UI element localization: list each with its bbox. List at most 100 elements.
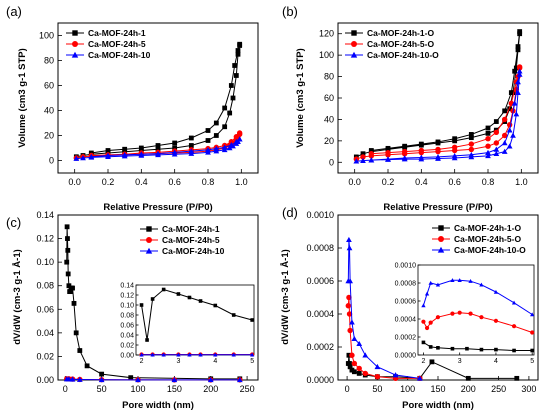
data-point	[233, 73, 239, 78]
data-point	[452, 136, 458, 142]
data-point	[493, 140, 500, 146]
x-tick-label: 0.0	[348, 177, 361, 187]
y-axis-label: Volume (cm3 g-1 STP)	[295, 48, 306, 148]
inset-frame	[135, 284, 255, 356]
legend-label: Ca-MOF-24h-10	[88, 50, 151, 60]
series-Ca-MOF-24h-1	[139, 287, 254, 342]
series-Ca-MOF-24h-5-O	[353, 64, 523, 162]
data-point	[421, 340, 426, 345]
data-point	[436, 346, 440, 350]
legend-marker	[146, 237, 152, 243]
data-point	[65, 247, 71, 253]
x-tick-labels: 0.0 0.2 0.4 0.6 0.8 1.0	[348, 177, 527, 187]
x-tick-label: 2	[140, 358, 144, 365]
data-point	[171, 377, 178, 383]
legend-label: Ca-MOF-24h-10-O	[454, 245, 526, 255]
y-tick-label: 0.04	[36, 328, 54, 338]
y-axis-label: dV/dW (cm-3 g-1 Å-1)	[12, 249, 23, 345]
data-point	[349, 319, 355, 325]
chart-panel-d: (d) 0 50 100 150 200 250 300 0.0000 0.00…	[280, 205, 539, 411]
data-point	[349, 352, 355, 358]
data-point	[516, 71, 523, 77]
data-point	[346, 352, 352, 358]
data-point	[501, 148, 508, 154]
data-point	[515, 44, 521, 49]
data-point	[187, 295, 192, 300]
y-tick-label: 0.0004	[395, 317, 417, 324]
data-point	[515, 47, 521, 53]
data-point	[451, 152, 458, 159]
data-point	[515, 89, 521, 95]
data-point	[457, 310, 462, 315]
series-Ca-MOF-24h-10	[73, 136, 243, 161]
y-tick-label: 0.10	[120, 303, 134, 310]
data-point	[66, 376, 72, 382]
x-tick-label: 250	[240, 384, 255, 394]
data-point	[485, 136, 491, 142]
x-tick-label: 200	[203, 384, 218, 394]
y-tick-label: 0	[49, 156, 54, 166]
chart-panel-c: (c) 0 50 100 150 200 250 0.00 0.02 0.04 …	[6, 210, 259, 411]
data-point	[221, 144, 228, 150]
x-tick-label: 0.8	[482, 177, 495, 187]
data-point	[418, 154, 425, 160]
data-point	[105, 152, 111, 158]
data-point	[161, 352, 166, 357]
y-tick-label: 80	[44, 56, 54, 66]
data-point	[205, 146, 211, 153]
x-axis-label: Relative Pressure (P/P0)	[103, 202, 212, 213]
data-point	[468, 311, 473, 316]
x-tick-labels: 0.0 0.2 0.4 0.6 0.8 1.0	[68, 177, 247, 187]
data-point	[511, 100, 518, 106]
data-point	[188, 135, 194, 141]
data-point	[512, 68, 518, 74]
x-tick-label: 150	[167, 384, 182, 394]
x-tick-label: 2	[421, 358, 425, 365]
axis-ticks	[338, 33, 522, 173]
inset-y-tick-labels: 0.0000 0.0002 0.0004 0.0006 0.0008 0.001…	[395, 263, 417, 360]
data-point	[65, 236, 70, 241]
y-tick-label: 0.06	[120, 323, 134, 330]
data-point	[69, 376, 76, 382]
data-point	[513, 65, 519, 71]
data-point	[514, 375, 520, 381]
data-point	[468, 151, 475, 158]
data-point	[233, 138, 240, 145]
data-point	[457, 278, 462, 283]
y-tick-label: 60	[44, 81, 54, 91]
legend-marker	[437, 246, 445, 253]
data-point	[450, 278, 455, 283]
data-point	[468, 279, 473, 283]
data-point	[418, 147, 425, 154]
data-series	[73, 41, 243, 161]
data-point	[198, 352, 203, 357]
x-tick-label: 0.2	[102, 177, 115, 187]
legend-label: Ca-MOF-24h-1-O	[367, 28, 434, 38]
data-point	[424, 325, 430, 331]
data-point	[356, 371, 362, 376]
data-point	[451, 144, 458, 150]
y-tick-labels: 0 20 40 60 80 100	[39, 31, 54, 166]
data-point	[346, 294, 352, 301]
data-point	[222, 105, 228, 111]
y-tick-label: 0.08	[120, 313, 134, 320]
data-point	[236, 130, 243, 136]
data-point	[213, 145, 220, 151]
data-point	[227, 110, 233, 116]
x-tick-label: 0.0	[68, 177, 81, 187]
data-point	[228, 141, 235, 148]
data-point	[345, 303, 352, 309]
data-point	[513, 111, 520, 117]
data-point	[145, 338, 149, 342]
data-point	[64, 259, 70, 265]
y-tick-label: 0.0006	[395, 299, 417, 306]
data-point	[222, 124, 228, 130]
y-tick-label: 0.12	[36, 234, 54, 244]
legend-label: Ca-MOF-24h-1	[88, 28, 146, 38]
data-point	[176, 352, 181, 357]
data-point	[236, 136, 243, 142]
panel-label: (c)	[6, 215, 21, 230]
data-point	[468, 132, 474, 137]
data-point	[416, 375, 423, 381]
y-tick-label: 0.0002	[395, 335, 417, 342]
